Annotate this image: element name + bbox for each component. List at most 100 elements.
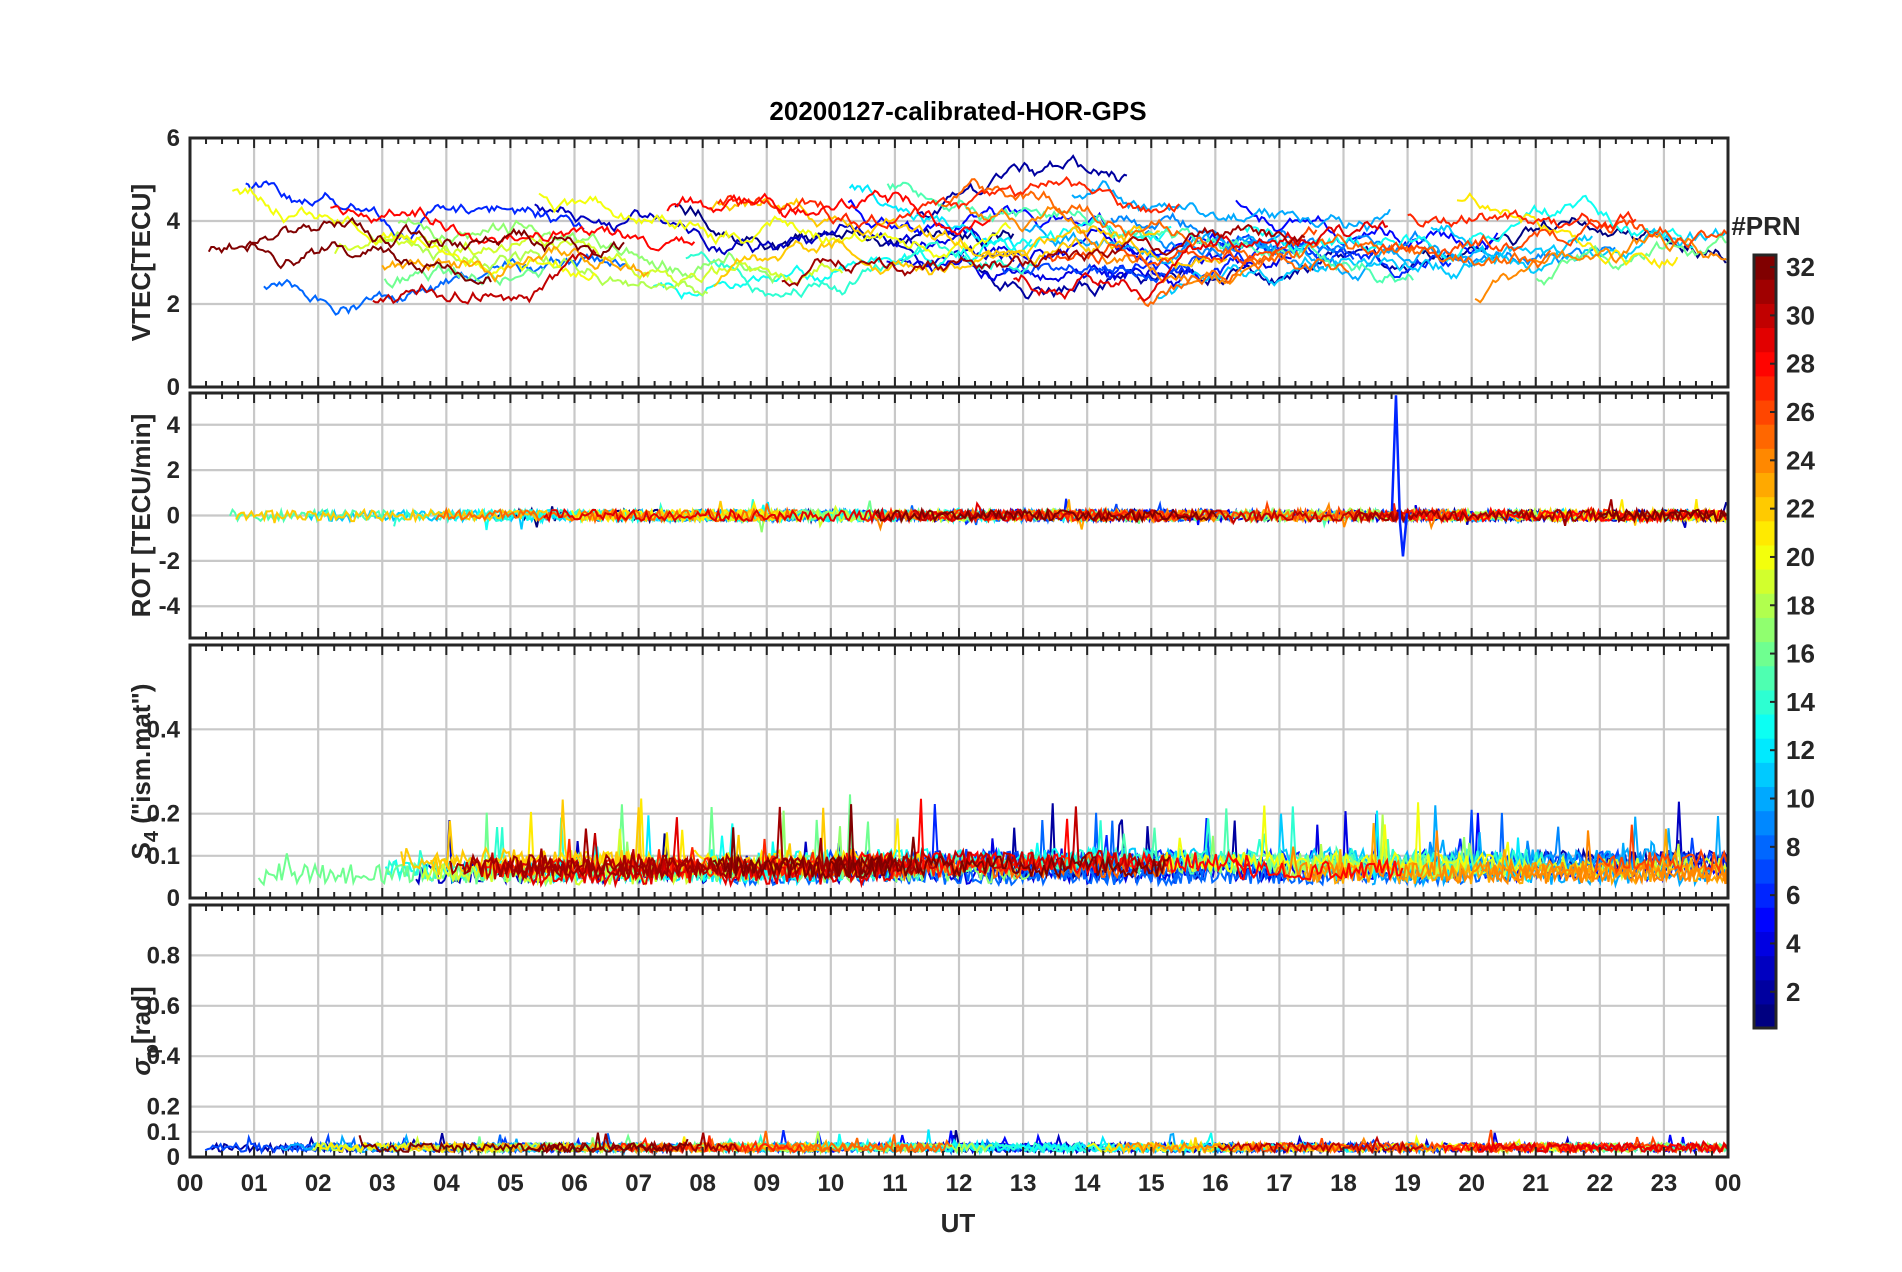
y-tick-label: 0 — [167, 1144, 180, 1171]
series-line-prn-32 — [712, 804, 894, 881]
x-tick-label: 14 — [1074, 1170, 1101, 1197]
colorbar-segment — [1754, 617, 1776, 643]
colorbar-tick-label: 10 — [1786, 784, 1815, 814]
colorbar-segment — [1754, 955, 1776, 981]
x-tick-label: 00 — [177, 1170, 204, 1197]
series-line-prn-28 — [1232, 857, 1404, 881]
y-tick-label: 0.1 — [147, 1119, 180, 1146]
rot-spike — [1390, 395, 1409, 557]
x-tick-label: 16 — [1202, 1170, 1229, 1197]
series-group — [204, 1129, 1728, 1156]
series-line-prn-27 — [1407, 209, 1637, 231]
y-tick-label: 0.4 — [147, 716, 181, 743]
colorbar-segment — [1754, 303, 1776, 329]
x-tick-label: 15 — [1138, 1170, 1165, 1197]
series-group — [257, 794, 1728, 889]
x-tick-label: 19 — [1394, 1170, 1421, 1197]
colorbar-segment — [1754, 1003, 1776, 1029]
x-tick-label: 05 — [497, 1170, 524, 1197]
x-tick-label: 09 — [753, 1170, 780, 1197]
series-line-prn-24 — [1474, 232, 1727, 304]
colorbar-tick-label: 14 — [1786, 687, 1815, 717]
y-tick-label: 2 — [167, 291, 180, 318]
x-tick-label: 00 — [1715, 1170, 1742, 1197]
series-line-prn-25 — [769, 1137, 953, 1155]
y-tick-label: 0.4 — [147, 1043, 181, 1070]
series-line-prn-21 — [1456, 192, 1679, 270]
colorbar-tick-label: 12 — [1786, 735, 1815, 765]
colorbar-segment — [1754, 786, 1776, 812]
panel-s4: 0 0.1 0.2 0.4S4 ("ism.mat") — [126, 643, 1730, 912]
colorbar-segment — [1754, 255, 1776, 280]
colorbar-segment — [1754, 834, 1776, 860]
colorbar-segment — [1754, 544, 1776, 570]
series-line-prn-31 — [781, 223, 1306, 287]
x-tick-label: 10 — [817, 1170, 844, 1197]
colorbar-tick-label: 20 — [1786, 542, 1815, 572]
x-tick-label: 02 — [305, 1170, 332, 1197]
y-axis-label: S4 ("ism.mat") — [126, 684, 163, 860]
y-tick-label: 4 — [167, 412, 181, 439]
x-tick-label: 03 — [369, 1170, 396, 1197]
colorbar-segment — [1754, 689, 1776, 715]
colorbar-segment — [1754, 496, 1776, 522]
x-tick-label: 11 — [882, 1170, 907, 1197]
series-line-prn-4 — [886, 251, 1292, 289]
y-tick-label: 0 — [167, 374, 180, 401]
series-line-prn-32 — [207, 216, 625, 259]
panel-sigma_phi: 00.10.2 0.4 0.6 0.8 σφ[rad] 00 01 02 03 04 05 06 07 0… — [126, 903, 1742, 1197]
x-tick-label: 13 — [1010, 1170, 1037, 1197]
x-tick-label: 21 — [1522, 1170, 1549, 1197]
colorbar-segment — [1754, 448, 1776, 474]
y-tick-label: 0.8 — [147, 942, 180, 969]
series-line-prn-28 — [666, 189, 991, 236]
series-line-prn-25 — [941, 178, 1350, 274]
series-line-prn-14 — [685, 240, 1041, 299]
series-group — [228, 395, 1728, 557]
series-line-prn-24 — [965, 205, 1262, 286]
x-tick-label: 22 — [1586, 1170, 1613, 1197]
colorbar-title: #PRN — [1731, 211, 1800, 241]
colorbar-segment — [1754, 375, 1776, 401]
x-tick-label: 01 — [241, 1170, 268, 1197]
colorbar-segment — [1754, 810, 1776, 836]
series-line-prn-10 — [1071, 180, 1391, 233]
series-group — [207, 154, 1728, 316]
series-line-prn-25 — [1137, 233, 1552, 308]
series-line-prn-22 — [709, 197, 1228, 270]
series-line-prn-32 — [244, 240, 492, 286]
colorbar-segment — [1754, 907, 1776, 932]
colorbar-tick-label: 24 — [1786, 445, 1815, 475]
y-tick-label: -2 — [159, 548, 180, 575]
colorbar-tick-label: 6 — [1786, 880, 1800, 910]
colorbar-segment — [1754, 713, 1776, 739]
x-tick-label: 07 — [625, 1170, 652, 1197]
series-line-prn-19 — [334, 234, 844, 288]
series-line-prn-2 — [916, 154, 1128, 219]
colorbar-segment — [1754, 593, 1776, 618]
colorbar-segment — [1754, 424, 1776, 449]
colorbar-segment — [1754, 569, 1776, 594]
y-axis-label: σφ[rad] — [126, 986, 163, 1075]
series-line-prn-23 — [381, 245, 650, 283]
y-tick-label: 0.2 — [147, 801, 180, 828]
series-line-prn-30 — [912, 507, 1412, 526]
series-line-prn-30 — [1217, 1135, 1424, 1156]
x-tick-label: 18 — [1330, 1170, 1357, 1197]
y-tick-label: 2 — [167, 457, 180, 484]
series-line-prn-28 — [330, 205, 696, 252]
chart-title: 20200127-calibrated-HOR-GPS — [769, 96, 1146, 126]
x-tick-label: 06 — [561, 1170, 588, 1197]
y-tick-label: 0.6 — [147, 993, 180, 1020]
colorbar-tick-label: 30 — [1786, 300, 1815, 330]
colorbar-segment — [1754, 279, 1776, 304]
x-tick-label: 04 — [433, 1170, 460, 1197]
colorbar-segment — [1754, 641, 1776, 667]
colorbar-segment — [1754, 883, 1776, 908]
series-line-prn-30 — [372, 248, 597, 305]
y-axis-label: ROT [TECU/min] — [126, 414, 156, 618]
colorbar-segment — [1754, 351, 1776, 377]
colorbar-segment — [1754, 327, 1776, 353]
series-line-prn-31 — [525, 1132, 740, 1155]
